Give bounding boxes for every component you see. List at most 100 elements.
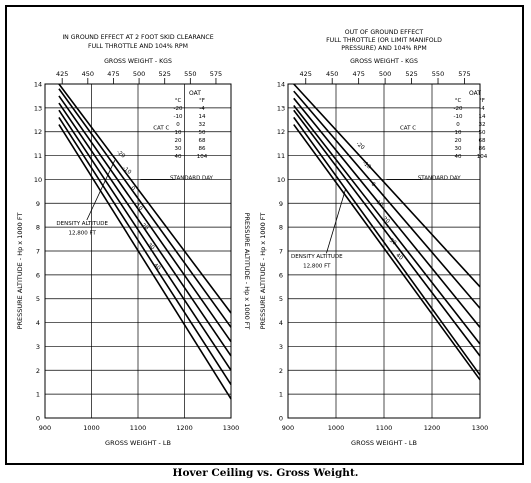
oat-table-title: OAT <box>189 90 201 97</box>
series-line-40 <box>293 124 481 381</box>
y-tick-label: 9 <box>36 200 40 208</box>
series-label-40: 40 <box>152 263 162 272</box>
annotation-standard-day: STANDARD DAY <box>170 175 213 181</box>
oat-cell-c: 10 <box>455 130 462 136</box>
series-line-30 <box>293 116 481 376</box>
y-tick-label: 12 <box>34 128 42 136</box>
top-tick-label: 450 <box>82 70 94 78</box>
oat-cell-f: 104 <box>477 154 488 160</box>
y-tick-label: 8 <box>279 224 283 232</box>
oat-cell-c: 20 <box>175 138 182 144</box>
y-tick-label: 6 <box>279 271 283 279</box>
y-axis-label: PRESSURE ALTITUDE - Hp x 1000 FT <box>259 213 267 330</box>
annotation-density-leader <box>326 188 346 254</box>
figure-frame <box>5 5 524 465</box>
annotation-density-altitude: DENSITY ALTITUDE <box>291 254 343 260</box>
y-tick-label: 13 <box>277 104 285 112</box>
y-tick-label: 3 <box>36 343 40 351</box>
y-tick-label: 11 <box>34 152 42 160</box>
y-tick-label: 9 <box>279 200 283 208</box>
series-label-10: 10 <box>375 200 385 209</box>
oat-cell-f: 86 <box>479 146 486 152</box>
oat-cell-f: 50 <box>479 130 486 136</box>
oat-cell-c: 10 <box>175 130 182 136</box>
y-tick-label: 11 <box>277 152 285 160</box>
y-tick-label: 12 <box>277 128 285 136</box>
annotation-cat-c: CAT C <box>153 125 169 131</box>
y-tick-label: 8 <box>36 224 40 232</box>
top-tick-label: 550 <box>432 70 444 78</box>
plot-area-border <box>44 83 232 419</box>
x-tick-label: 1000 <box>328 424 345 432</box>
series-line--20 <box>58 83 232 314</box>
oat-cell-f: -4 <box>479 106 485 112</box>
x-tick-label: 1100 <box>130 424 147 432</box>
top-tick-label: 450 <box>326 70 338 78</box>
oat-header-c: °C <box>455 98 462 104</box>
chart-title-line: IN GROUND EFFECT AT 2 FOOT SKID CLEARANC… <box>62 34 213 41</box>
y-axis-label: PRESSURE ALTITUDE - Hp x 1000 FT <box>16 213 24 330</box>
y-tick-label: 1 <box>279 391 283 399</box>
series-label--20: -20 <box>355 141 366 152</box>
top-tick-label: 475 <box>107 70 119 78</box>
x-tick-label: 1300 <box>472 424 489 432</box>
top-tick-label: 575 <box>458 70 470 78</box>
series-line-0 <box>58 95 232 343</box>
series-line-20 <box>293 109 481 357</box>
oat-cell-f: 32 <box>479 122 486 128</box>
oat-cell-f: 14 <box>479 114 486 120</box>
series-line-0 <box>293 97 481 328</box>
top-tick-label: 475 <box>352 70 364 78</box>
y-tick-label: 4 <box>36 319 40 327</box>
series-label-30: 30 <box>388 238 398 247</box>
x-tick-label: 1000 <box>83 424 100 432</box>
oat-cell-f: -4 <box>199 106 205 112</box>
series-line-10 <box>293 104 481 345</box>
series-label-20: 20 <box>140 223 150 232</box>
y-tick-label: 5 <box>279 295 283 303</box>
top-tick-label: 575 <box>210 70 222 78</box>
top-tick-label: 425 <box>56 70 68 78</box>
top-axis-label: GROSS WEIGHT - KGS <box>350 58 418 65</box>
oat-cell-f: 68 <box>479 138 486 144</box>
oat-header-f: °F <box>199 98 205 104</box>
oat-cell-c: 20 <box>455 138 462 144</box>
x-axis-label: GROSS WEIGHT - LB <box>105 439 171 447</box>
series-label-20: 20 <box>381 216 391 225</box>
oat-cell-c: 30 <box>175 146 182 152</box>
series-line-40 <box>58 124 232 400</box>
top-tick-label: 525 <box>158 70 170 78</box>
chart-panel-1: IN GROUND EFFECT AT 2 FOOT SKID CLEARANC… <box>16 34 251 447</box>
oat-cell-c: -20 <box>454 106 463 112</box>
oat-cell-f: 104 <box>197 154 208 160</box>
y-tick-label: 10 <box>277 176 285 184</box>
annotation-cat-c: CAT C <box>400 125 416 131</box>
y-tick-label: 1 <box>36 391 40 399</box>
series-label-30: 30 <box>146 242 156 251</box>
oat-cell-f: 32 <box>199 122 206 128</box>
oat-cell-c: -10 <box>454 114 463 120</box>
annotation-density-altitude: DENSITY ALTITUDE <box>56 221 108 227</box>
x-tick-label: 1300 <box>223 424 240 432</box>
y-tick-label: 7 <box>36 248 40 256</box>
oat-table-title: OAT <box>469 90 481 97</box>
x-tick-label: 1200 <box>424 424 441 432</box>
series-label--20: -20 <box>115 149 126 160</box>
series-line-20 <box>58 109 232 371</box>
top-tick-label: 425 <box>300 70 312 78</box>
oat-cell-c: 30 <box>455 146 462 152</box>
top-tick-label: 500 <box>379 70 391 78</box>
y-tick-label: 0 <box>279 415 283 423</box>
oat-header-f: °F <box>479 98 485 104</box>
series-label-0: 0 <box>370 181 377 188</box>
top-axis-label: GROSS WEIGHT - KGS <box>104 58 172 65</box>
x-tick-label: 900 <box>282 424 294 432</box>
series-label-40: 40 <box>394 253 404 262</box>
top-tick-label: 500 <box>133 70 145 78</box>
oat-header-c: °C <box>175 98 182 104</box>
series-label--10: -10 <box>121 166 132 177</box>
oat-cell-c: 0 <box>176 122 180 128</box>
y-tick-label: 14 <box>34 81 42 89</box>
